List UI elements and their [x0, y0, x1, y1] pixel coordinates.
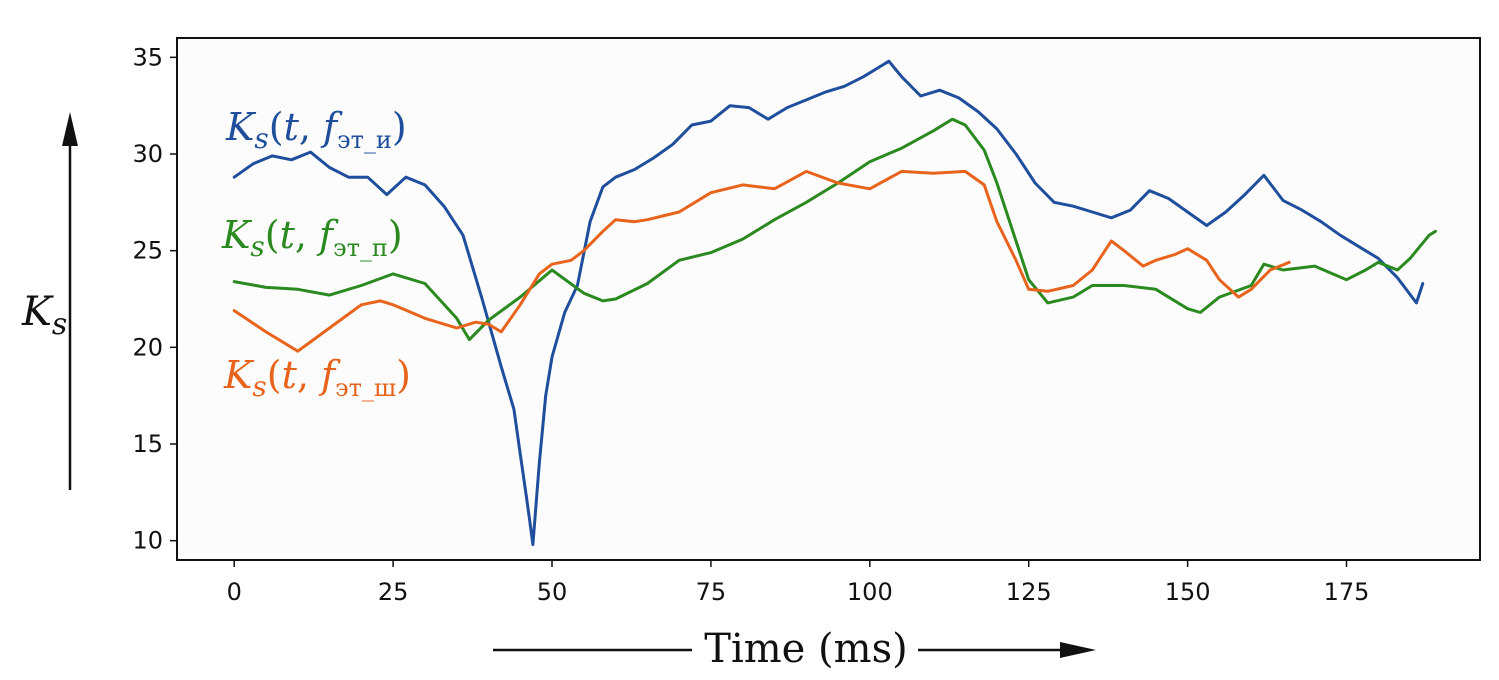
- series-line: [232, 117, 1437, 342]
- y-tick-label: 25: [132, 237, 163, 265]
- x-axis-arrow-head: [1060, 642, 1096, 658]
- plot-area: [176, 37, 1481, 561]
- y-tick-label: 20: [132, 333, 163, 361]
- x-tick-label: 75: [696, 578, 727, 606]
- x-tick-label: 50: [537, 578, 568, 606]
- x-axis-title: Time (ms): [704, 626, 907, 672]
- x-tick-label: 150: [1165, 578, 1211, 606]
- series-label: Ks(t, fэт_п): [221, 213, 403, 263]
- x-tick-label: 25: [378, 578, 409, 606]
- y-axis-ticks: 10 15 20 25 30 35: [132, 43, 177, 555]
- y-tick-label: 15: [132, 430, 163, 458]
- x-tick-label: 125: [1006, 578, 1052, 606]
- y-tick-label: 30: [132, 140, 163, 168]
- x-tick-label: 100: [847, 578, 893, 606]
- series-lines: [232, 59, 1437, 546]
- y-tick-label: 35: [132, 43, 163, 71]
- series-line: [232, 59, 1425, 546]
- x-tick-label: 175: [1324, 578, 1370, 606]
- x-axis-ticks: 0 25 50 75 100 125 150 175: [227, 560, 1370, 606]
- series-label: Ks(t, fэт_ш): [223, 353, 411, 403]
- x-tick-label: 0: [227, 578, 242, 606]
- y-axis-title: Ks: [21, 289, 67, 342]
- y-tick-label: 10: [132, 527, 163, 555]
- y-axis-arrow-head: [62, 112, 78, 146]
- series-line: [232, 169, 1291, 353]
